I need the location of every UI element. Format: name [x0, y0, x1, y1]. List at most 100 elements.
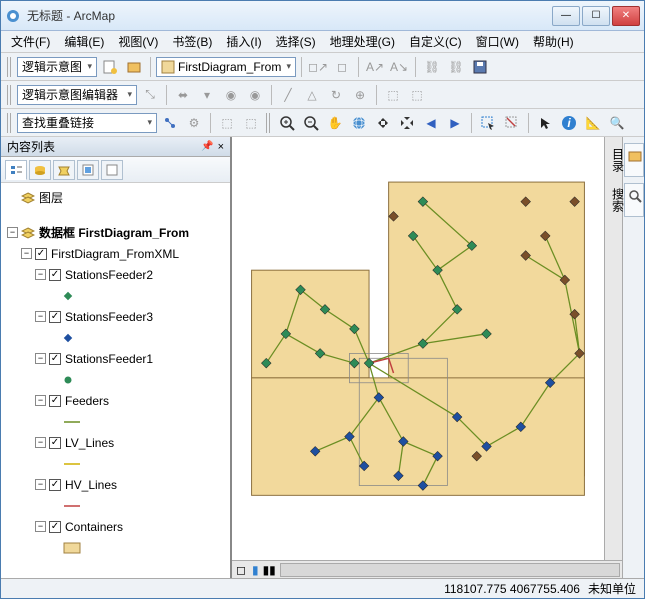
link2-button[interactable]: ⛓ [445, 56, 467, 78]
menu-customize[interactable]: 自定义(C) [403, 31, 468, 52]
tree-row[interactable] [3, 537, 228, 558]
tree-row[interactable]: −✓StationsFeeder3 [3, 306, 228, 327]
propagate-button[interactable]: ◻↗ [307, 56, 329, 78]
t3-btn2[interactable]: ⬚ [240, 112, 262, 134]
expand-icon[interactable]: − [35, 269, 46, 280]
tree-row[interactable]: −数据框 FirstDiagram_From [3, 222, 228, 243]
toc-close-icon[interactable]: × [218, 141, 224, 153]
tree-row[interactable] [3, 453, 228, 474]
t3-btn1[interactable]: ⬚ [216, 112, 238, 134]
expand-icon[interactable]: − [35, 353, 46, 364]
sidetab-catalog[interactable]: 目录 [624, 143, 644, 177]
toolbar-grip[interactable] [7, 113, 13, 133]
full-extent-button[interactable] [348, 112, 370, 134]
back-button[interactable]: ◀ [420, 112, 442, 134]
menu-geoprocessing[interactable]: 地理处理(G) [324, 31, 401, 52]
toc-tab-selection[interactable] [77, 160, 99, 180]
menu-insert[interactable]: 插入(I) [220, 31, 267, 52]
checkbox-icon[interactable]: ✓ [49, 395, 61, 407]
tree-row[interactable]: 图层 [3, 187, 228, 208]
pointer-button[interactable] [534, 112, 556, 134]
minimize-button[interactable]: — [552, 6, 580, 26]
checkbox-icon[interactable]: ✓ [49, 353, 61, 365]
expand-icon[interactable]: − [35, 521, 46, 532]
expand-icon[interactable]: − [35, 311, 46, 322]
zoom-in-button[interactable] [276, 112, 298, 134]
toc-tab-visibility[interactable] [53, 160, 75, 180]
misc2-tool[interactable]: ⬚ [406, 84, 428, 106]
edge4-tool[interactable]: ⊕ [349, 84, 371, 106]
tree-row[interactable]: −✓StationsFeeder1 [3, 348, 228, 369]
edge2-tool[interactable]: △ [301, 84, 323, 106]
menu-file[interactable]: 文件(F) [5, 31, 56, 52]
tree-row[interactable]: −✓StationsFeeder2 [3, 264, 228, 285]
open-diagram-button[interactable] [123, 56, 145, 78]
expand-icon[interactable]: − [35, 437, 46, 448]
toc-tab-options[interactable] [101, 160, 123, 180]
checkbox-icon[interactable]: ✓ [49, 479, 61, 491]
tree-row[interactable] [3, 495, 228, 516]
edge1-tool[interactable]: ╱ [277, 84, 299, 106]
editor-menu[interactable]: 逻辑示意图编辑器▾ [17, 85, 137, 105]
find-button[interactable]: 🔍 [606, 112, 628, 134]
tree-row[interactable]: −✓HV_Lines [3, 474, 228, 495]
checkbox-icon[interactable]: ✓ [49, 269, 61, 281]
clear-selection-button[interactable] [501, 112, 523, 134]
horizontal-scrollbar[interactable]: ◻▮▮▮ [232, 560, 622, 578]
label-button[interactable]: A↘ [388, 56, 410, 78]
node-tool[interactable]: ◉ [220, 84, 242, 106]
menu-windows[interactable]: 窗口(W) [470, 31, 525, 52]
settings-button[interactable]: ⚙ [183, 112, 205, 134]
menu-view[interactable]: 视图(V) [112, 31, 164, 52]
toc-tab-drawing-order[interactable] [5, 160, 27, 180]
maximize-button[interactable]: ☐ [582, 6, 610, 26]
schematic-menu[interactable]: 逻辑示意图▾ [17, 57, 97, 77]
pan-button[interactable]: ✋ [324, 112, 346, 134]
update-button[interactable]: ◻ [331, 56, 353, 78]
tree-row[interactable]: −✓LV_Lines [3, 432, 228, 453]
select-tool[interactable]: ⤡ [139, 84, 161, 106]
fixed-zoom-out-button[interactable] [396, 112, 418, 134]
tree-row[interactable] [3, 369, 228, 390]
fixed-zoom-in-button[interactable] [372, 112, 394, 134]
identify-button[interactable]: i [558, 112, 580, 134]
measure-button[interactable]: 📐 [582, 112, 604, 134]
tree-row[interactable]: −✓Feeders [3, 390, 228, 411]
misc1-tool[interactable]: ⬚ [382, 84, 404, 106]
tree-row[interactable] [3, 285, 228, 306]
checkbox-icon[interactable]: ✓ [35, 248, 47, 260]
menu-help[interactable]: 帮助(H) [527, 31, 580, 52]
label-arrow-button[interactable]: A↗ [364, 56, 386, 78]
link-button[interactable]: ⛓ [421, 56, 443, 78]
map-canvas[interactable] [232, 137, 604, 560]
new-diagram-button[interactable] [99, 56, 121, 78]
save-button[interactable] [469, 56, 491, 78]
expand-icon[interactable]: − [35, 395, 46, 406]
expand-icon[interactable]: − [35, 479, 46, 490]
tree-row[interactable]: −✓Containers [3, 516, 228, 537]
checkbox-icon[interactable]: ✓ [49, 311, 61, 323]
checkbox-icon[interactable]: ✓ [49, 437, 61, 449]
toc-tab-source[interactable] [29, 160, 51, 180]
checkbox-icon[interactable]: ✓ [49, 521, 61, 533]
dropdown-tool[interactable]: ▾ [196, 84, 218, 106]
tree-row[interactable] [3, 327, 228, 348]
close-button[interactable]: ✕ [612, 6, 640, 26]
menu-edit[interactable]: 编辑(E) [58, 31, 110, 52]
tree-row[interactable]: −✓FirstDiagram_FromXML [3, 243, 228, 264]
menu-selection[interactable]: 选择(S) [270, 31, 322, 52]
toolbar-grip[interactable] [266, 113, 272, 133]
select-features-button[interactable] [477, 112, 499, 134]
expand-icon[interactable]: − [7, 227, 18, 238]
zoom-out-button[interactable] [300, 112, 322, 134]
node2-tool[interactable]: ◉ [244, 84, 266, 106]
move-tool[interactable]: ⬌ [172, 84, 194, 106]
run-button[interactable] [159, 112, 181, 134]
tree-row[interactable] [3, 411, 228, 432]
expand-icon[interactable]: − [21, 248, 32, 259]
find-combo[interactable]: 查找重叠链接▾ [17, 113, 157, 133]
sidetab-search[interactable]: 搜索 [624, 183, 644, 217]
edge3-tool[interactable]: ↻ [325, 84, 347, 106]
menu-bookmarks[interactable]: 书签(B) [166, 31, 218, 52]
diagram-combo[interactable]: FirstDiagram_From▾ [156, 57, 296, 77]
